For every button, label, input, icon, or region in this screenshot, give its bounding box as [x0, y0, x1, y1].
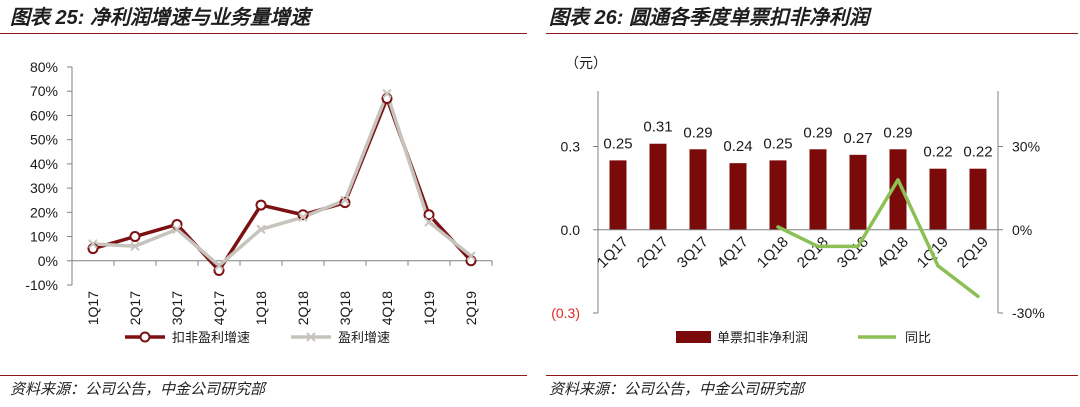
y-tick-label: 10% [30, 229, 58, 245]
bar-value-label: 0.24 [723, 138, 752, 155]
title-rule-left [0, 33, 527, 34]
source-note-right: 资料来源：公司公告，中金公司研究部 [549, 380, 804, 400]
bar [690, 149, 707, 229]
bar [850, 155, 867, 230]
x-tick-label: 4Q18 [379, 291, 395, 325]
legend-swatch [676, 331, 711, 343]
y-tick-label: 40% [30, 156, 58, 172]
y-tick-label: -10% [25, 277, 58, 293]
bar [610, 160, 627, 229]
x-tick-label: 2Q17 [634, 234, 672, 272]
bar-value-label: 0.29 [683, 124, 712, 141]
data-point [173, 220, 182, 229]
data-point [467, 256, 476, 265]
figure-25-title: 图表 25: 净利润增速与业务量增速 [10, 6, 310, 30]
bar-value-label: 0.25 [763, 135, 792, 152]
bar [810, 149, 827, 229]
bar [770, 160, 787, 229]
y2-tick-label: 0% [1012, 222, 1032, 238]
legend-label: 盈利增速 [338, 330, 390, 345]
bar [930, 169, 947, 230]
y-tick-label: 70% [30, 83, 58, 99]
y-tick-label: 0.3 [561, 139, 581, 155]
x-tick-label: 3Q17 [674, 234, 712, 272]
x-tick-label: 2Q17 [127, 291, 143, 325]
bar-value-label: 0.29 [803, 124, 832, 141]
yoy-series-line [778, 180, 978, 297]
x-tick-label: 4Q18 [874, 234, 912, 272]
bar [730, 163, 747, 230]
y-tick-label: 60% [30, 107, 58, 123]
data-point [257, 201, 266, 210]
y2-tick-label: -30% [1012, 305, 1045, 321]
bar [650, 144, 667, 230]
x-tick-label: 4Q17 [714, 234, 752, 272]
y-tick-label: 50% [30, 132, 58, 148]
legend-label: 单票扣非净利润 [717, 330, 808, 345]
x-tick-label: 1Q19 [421, 291, 437, 325]
x-tick-label: 2Q18 [295, 291, 311, 325]
y-tick-label: 80% [30, 59, 58, 75]
bar-value-label: 0.29 [883, 124, 912, 141]
figure-25-plot: -10% 0% 10% 20% 30% 40% 50% 60% 70% 80% 1Q17 2Q17 3Q… [25, 59, 492, 345]
y-tick-label: (0.3) [551, 305, 580, 321]
x-tick-label: 1Q18 [754, 234, 792, 272]
y-tick-label: 20% [30, 204, 58, 220]
data-point [215, 266, 224, 275]
y-tick-label: 0.0 [561, 222, 581, 238]
bar-value-label: 0.22 [923, 144, 952, 161]
figure-26-plot: （元） (0.3) 0.0 0.3 -30% 0% 30% 0.25 0.31 0.29 0.24 0… [551, 55, 1044, 345]
legend-label: 同比 [905, 330, 931, 345]
figure-25-chart: -10% 0% 10% 20% 30% 40% 50% 60% 70% 80% 1Q17 2Q17 3Q… [0, 0, 540, 407]
figure-26-title: 图表 26: 圆通各季度单票扣非净利润 [549, 6, 869, 30]
series-line [93, 94, 471, 266]
y-axis-unit-label: （元） [565, 55, 607, 71]
y-tick-label: 0% [38, 253, 58, 269]
y-tick-label: 30% [30, 180, 58, 196]
x-tick-label: 3Q18 [834, 234, 872, 272]
y2-tick-label: 30% [1012, 139, 1040, 155]
bar-value-label: 0.22 [963, 144, 992, 161]
figure-26-chart: （元） (0.3) 0.0 0.3 -30% 0% 30% 0.25 0.31 0.29 0.24 0… [540, 0, 1080, 407]
source-rule-left [0, 375, 527, 376]
legend-label: 扣非盈利增速 [172, 330, 250, 345]
x-tick-label: 2Q19 [954, 234, 992, 272]
bar-value-label: 0.27 [843, 130, 872, 147]
source-rule-right [546, 375, 1078, 376]
data-point [131, 232, 140, 241]
title-rule-right [546, 33, 1078, 34]
series-line [93, 98, 471, 270]
x-tick-label: 1Q17 [594, 234, 632, 272]
x-tick-label: 3Q17 [169, 291, 185, 325]
x-tick-label: 1Q17 [85, 291, 101, 325]
x-tick-label: 4Q17 [211, 291, 227, 325]
x-tick-label: 3Q18 [337, 291, 353, 325]
data-point [89, 244, 98, 253]
bar-value-label: 0.31 [643, 119, 672, 136]
legend-marker [141, 333, 150, 342]
bar [970, 169, 987, 230]
x-tick-label: 1Q18 [253, 291, 269, 325]
data-point [383, 94, 392, 103]
x-tick-label: 2Q19 [463, 291, 479, 325]
bar-value-label: 0.25 [603, 135, 632, 152]
source-note-left: 资料来源：公司公告，中金公司研究部 [10, 380, 265, 400]
